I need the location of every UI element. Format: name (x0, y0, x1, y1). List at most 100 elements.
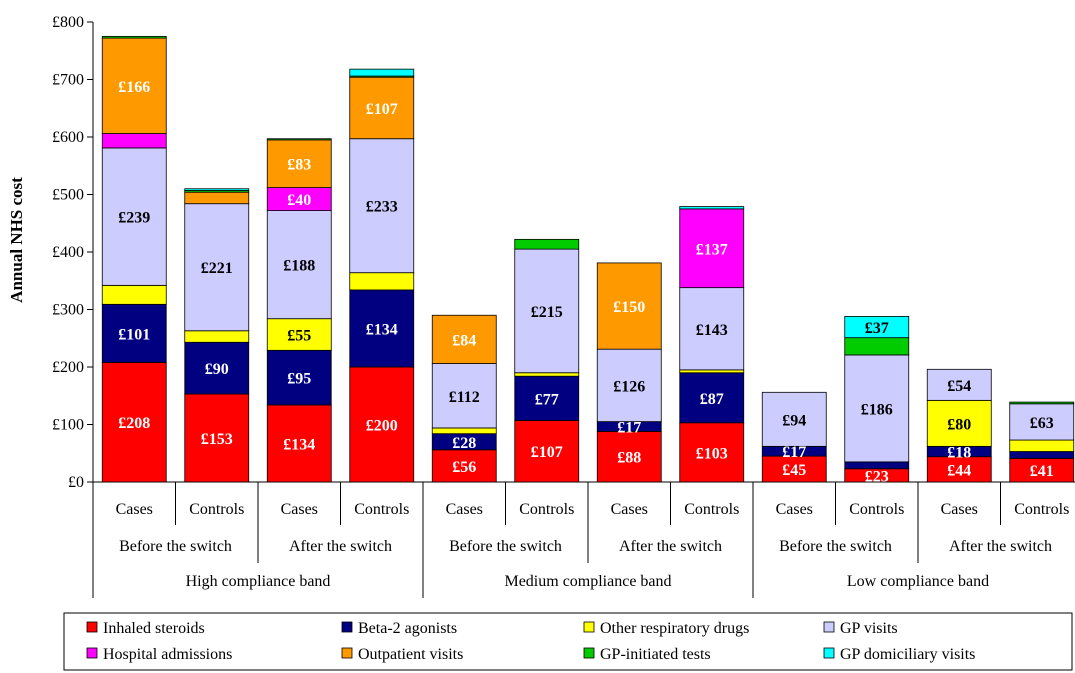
x-axis-categories: Cases Controls Cases Controls Cases Controls C… (92, 482, 1069, 598)
legend-entry-label: Inhaled steroids (103, 620, 205, 637)
data-label: £134 (366, 321, 398, 338)
bar-segment (266, 349, 332, 406)
bar-segment (349, 272, 415, 291)
data-label: £239 (118, 210, 150, 227)
data-label: £208 (118, 415, 150, 432)
bar-segment (926, 456, 992, 483)
x-category-label: Cases (776, 501, 813, 518)
data-label: £44 (947, 462, 971, 479)
data-label: £107 (366, 101, 398, 118)
legend: Inhaled steroids Beta-2 agonists Other res… (63, 612, 1073, 671)
bar-segment (101, 133, 167, 149)
data-label: £55 (287, 328, 311, 345)
legend-swatch (823, 621, 835, 633)
legend-swatch (86, 647, 98, 659)
data-label: £87 (700, 391, 724, 408)
bar-segment (349, 138, 415, 274)
data-label: £186 (861, 401, 893, 418)
data-label: £103 (696, 445, 728, 462)
bar-segment (431, 427, 497, 435)
data-label: £221 (201, 260, 233, 277)
x-period-label: After the switch (949, 538, 1052, 555)
data-label: £166 (118, 79, 150, 96)
y-tick-label: £700 (52, 72, 84, 89)
x-period-label: After the switch (289, 538, 392, 555)
bar-segment (266, 318, 332, 351)
data-label: £101 (118, 326, 150, 343)
data-label: £40 (287, 192, 311, 209)
bar-segment (514, 248, 580, 374)
data-label: £112 (449, 389, 480, 406)
bar-segment (596, 348, 662, 423)
legend-entry-label: Outpatient visits (358, 646, 463, 663)
x-period-label: Before the switch (779, 538, 892, 555)
bar-segment (844, 315, 910, 339)
data-label: £94 (782, 412, 806, 429)
x-category-label: Cases (941, 501, 978, 518)
y-tick-label: £300 (52, 302, 84, 319)
x-category-label: Cases (116, 501, 153, 518)
data-label: £18 (947, 445, 971, 462)
bar-segment (184, 191, 250, 205)
data-label: £150 (613, 299, 645, 316)
data-label: £107 (531, 444, 563, 461)
bar-segment (1009, 401, 1075, 405)
bar-segment (101, 35, 167, 39)
bar-segment (101, 303, 167, 363)
bar-segment (679, 206, 745, 210)
legend-entry-label: GP domiciliary visits (840, 646, 975, 663)
data-label: £17 (782, 444, 806, 461)
bar-segment (266, 138, 332, 141)
x-band-label: High compliance band (186, 573, 331, 590)
bar-segment (184, 330, 250, 343)
bar-segment (514, 375, 580, 421)
value-labels: £208 £101 £239 £166 £153 £90 £221 £134 £95 £55 £18… (118, 79, 1054, 486)
data-label: £28 (452, 435, 476, 452)
x-category-label: Cases (281, 501, 318, 518)
data-label: £153 (201, 431, 233, 448)
x-band-label: Medium compliance band (504, 573, 671, 590)
bar-segment (514, 420, 580, 483)
bar-segment (101, 147, 167, 286)
bar-segment (266, 404, 332, 483)
x-category-label: Controls (1014, 501, 1069, 518)
data-label: £188 (283, 258, 315, 275)
y-tick-label: £100 (52, 417, 84, 434)
bar-segment (184, 393, 250, 483)
x-category-label: Cases (611, 501, 648, 518)
legend-entry-label: GP-initiated tests (600, 646, 711, 663)
y-tick-label: £500 (52, 187, 84, 204)
bar-segment (679, 369, 745, 374)
bar-segment (101, 37, 167, 134)
x-category-label: Cases (446, 501, 483, 518)
bar-segment (431, 449, 497, 483)
data-label: £88 (617, 450, 641, 467)
y-axis-label: Annual NHS cost (7, 177, 26, 303)
y-tick-label: £400 (52, 244, 84, 261)
legend-swatch (341, 621, 353, 633)
data-label: £84 (452, 332, 476, 349)
data-label: £200 (366, 418, 398, 435)
data-label: £215 (531, 304, 563, 321)
bars (101, 35, 1075, 483)
x-period-label: Before the switch (449, 538, 562, 555)
data-label: £45 (782, 462, 806, 479)
bar-segment (926, 368, 992, 401)
data-label: £90 (205, 361, 229, 378)
bar-segment (514, 238, 580, 250)
data-label: £63 (1030, 415, 1054, 432)
legend-entry-label: GP visits (840, 620, 898, 637)
x-category-label: Controls (189, 501, 244, 518)
legend-swatch (583, 647, 595, 659)
bar-segment (349, 289, 415, 368)
axes: £0 £100 £200 £300 £400 £500 £600 £700 £800 (52, 14, 1075, 491)
bar-segment (266, 139, 332, 188)
bar-segment (184, 188, 250, 191)
data-label: £54 (947, 378, 971, 395)
bar-segment (596, 430, 662, 483)
bar-segment (844, 337, 910, 356)
bar-segment (184, 341, 250, 395)
legend-swatch (341, 647, 353, 659)
bar-segment (1009, 439, 1075, 452)
